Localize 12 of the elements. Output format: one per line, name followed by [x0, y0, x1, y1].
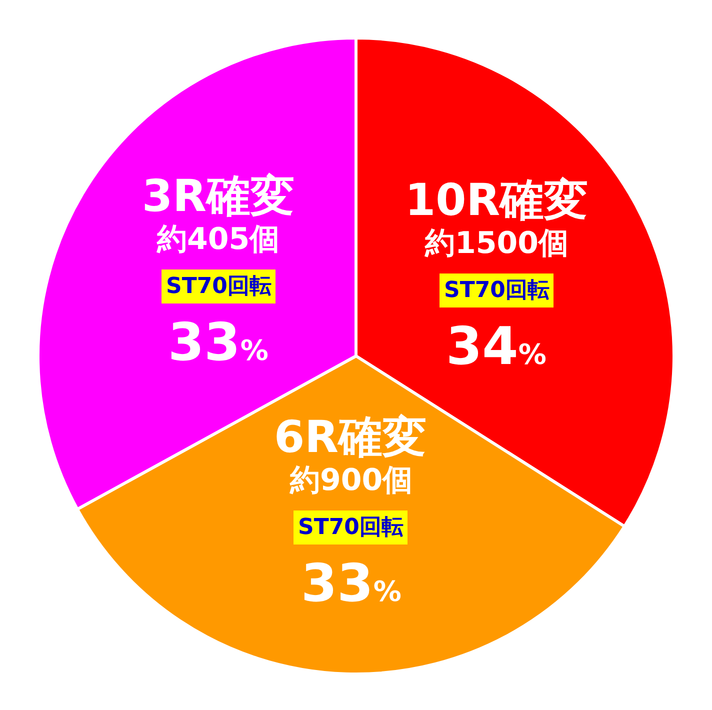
data-label: 34%	[446, 317, 546, 377]
data-label: 33%	[168, 313, 268, 373]
data-label: 33%	[301, 554, 402, 614]
text: ST70回転	[298, 515, 404, 540]
text: ST70回転	[166, 274, 272, 299]
text: 約405個	[156, 222, 280, 257]
text: 約900個	[289, 463, 413, 498]
slice-label: 3R確変	[142, 171, 294, 222]
text: ST70回転	[444, 278, 550, 303]
text: 約1500個	[424, 226, 568, 261]
slice-label: 6R確変	[274, 412, 426, 463]
slice-label: 10R確変	[405, 175, 588, 226]
